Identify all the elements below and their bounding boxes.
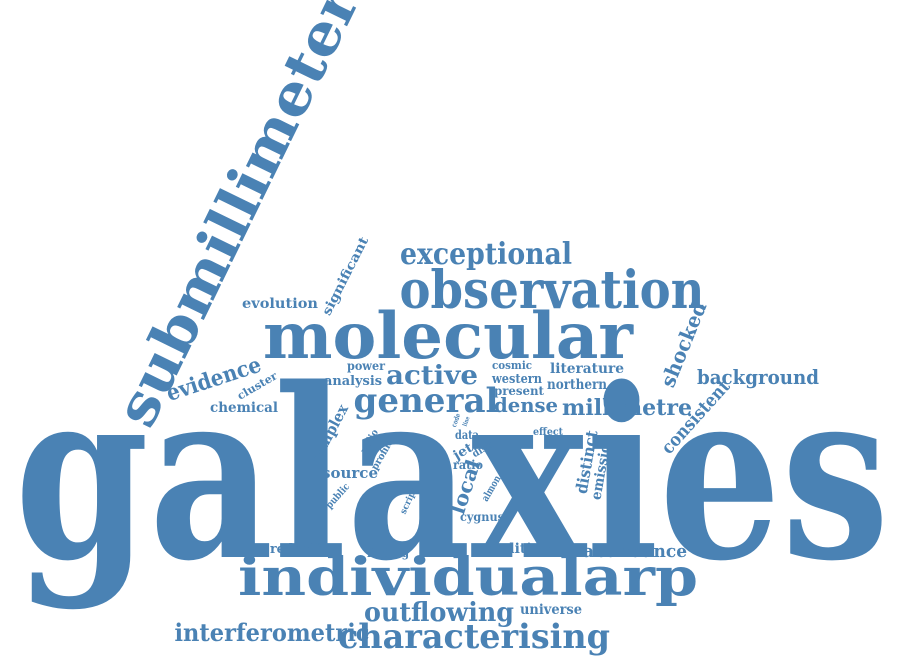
word-interferometric: interferometric [175,618,370,647]
word-galaxies: galaxies [15,337,890,613]
word-northern: northern [547,377,607,393]
word-literature: literature [550,361,624,377]
word-source: source [322,464,378,482]
word-data: data [455,428,479,442]
word-background: background [697,365,819,389]
word-characterising: characterising [338,617,610,657]
word-condition: condition [477,541,551,557]
word-exceptional: exceptional [400,237,572,272]
word-general: general [354,381,499,421]
word-outflowing: outflowing [364,598,514,628]
word-chemical: chemical [210,400,278,416]
word-millimetre: millimetre [562,395,692,421]
word-molecular: molecular [263,299,634,374]
word-abundance: abundance [583,541,687,562]
word-individualarp: individualarp [238,547,698,608]
word-ratio: ratio [453,458,483,472]
word-redshift: redshift [270,542,326,557]
word-present: present [494,384,544,398]
word-finding: finding [367,546,410,560]
word-universe: universe [520,602,582,618]
word-western: western [491,372,542,387]
word-power: power [347,359,386,373]
word-cosmic: cosmic [492,359,532,372]
word-active: active [386,361,478,391]
word-line: line [462,415,472,427]
word-effect: effect [533,427,563,438]
word-evolution: evolution [242,296,318,312]
word-analysis: analysis [324,374,382,389]
word-cygnus: cygnus [460,510,504,524]
word-observation: observation [400,260,705,321]
word-dense: dense [494,393,558,417]
